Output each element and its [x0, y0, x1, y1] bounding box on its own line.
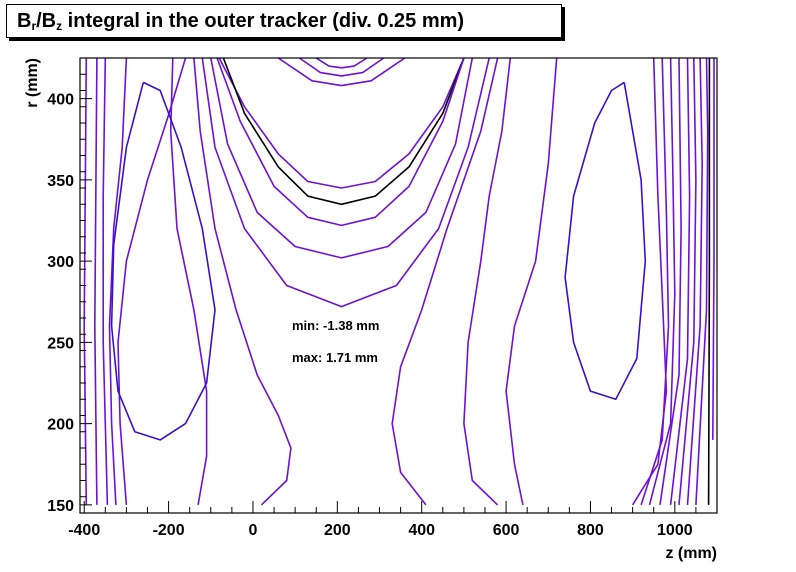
contour-line-18 — [110, 81, 216, 441]
y-tick-label: 250 — [47, 335, 74, 352]
title-subscript-z: z — [56, 19, 63, 33]
contour-line-1 — [218, 57, 465, 189]
contour-line-14 — [108, 57, 128, 505]
x-tick-label: 1000 — [657, 522, 693, 539]
y-tick-label: 300 — [47, 254, 74, 271]
chart-title: Br/Bz integral in the outer tracker (div… — [17, 10, 464, 33]
contour-line-3 — [216, 57, 465, 227]
contour-line-2 — [222, 57, 465, 206]
contour-line-17 — [83, 57, 88, 505]
contour-line-11 — [169, 57, 208, 506]
contour-line-15 — [102, 57, 109, 505]
y-tick-label: 350 — [47, 173, 74, 190]
contour-line-20 — [505, 57, 558, 506]
x-tick-label: 200 — [324, 522, 351, 539]
x-tick-label: 800 — [577, 522, 604, 539]
contour-line-6 — [277, 57, 406, 87]
contour-line-22 — [640, 57, 670, 506]
x-tick-label: -400 — [68, 522, 100, 539]
title-part-1: B — [17, 10, 32, 32]
y-tick-label: 200 — [47, 417, 74, 434]
title-part-2: /B — [36, 10, 57, 32]
plot-frame — [79, 57, 718, 514]
axis-ticks-group: -400 -200 0 200 400 600 800 1000 150 200 250 300 350… — [47, 57, 718, 539]
chart-title-box: Br/Bz integral in the outer tracker (div… — [6, 4, 562, 38]
x-tick-label: 600 — [493, 522, 520, 539]
annotation-max: max: 1.71 mm — [292, 350, 378, 365]
y-axis-title: r (mm) — [24, 58, 41, 108]
contour-line-25 — [669, 57, 691, 505]
contour-line-5 — [201, 57, 490, 308]
contour-line-10 — [391, 57, 499, 506]
contour-line-26 — [678, 57, 697, 505]
x-tick-label: -200 — [153, 522, 185, 539]
title-part-3: integral in the outer tracker (div. 0.25… — [62, 10, 465, 32]
contour-line-23 — [648, 57, 676, 506]
title-subscript-r: r — [31, 19, 37, 33]
annotation-min: min: -1.38 mm — [292, 318, 379, 333]
contour-line-21 — [631, 57, 668, 506]
contour-line-4 — [210, 57, 474, 259]
contour-line-7 — [298, 57, 385, 77]
contour-line-16 — [94, 57, 98, 505]
contour-line-29 — [707, 58, 711, 505]
contour-lines-group — [83, 57, 715, 506]
contour-line-12 — [463, 57, 512, 506]
contour-line-28 — [695, 57, 709, 505]
contour-line-27 — [686, 57, 704, 505]
y-tick-label: 150 — [47, 498, 74, 515]
contour-line-19 — [564, 81, 647, 401]
y-tick-label: 400 — [47, 92, 74, 109]
contour-line-8 — [315, 57, 368, 69]
contour-line-24 — [659, 57, 682, 506]
x-tick-label: 400 — [408, 522, 435, 539]
x-axis-title: z (mm) — [665, 545, 717, 562]
contour-line-9 — [193, 57, 292, 506]
contour-line-30 — [712, 58, 715, 440]
x-tick-label: 0 — [249, 522, 258, 539]
